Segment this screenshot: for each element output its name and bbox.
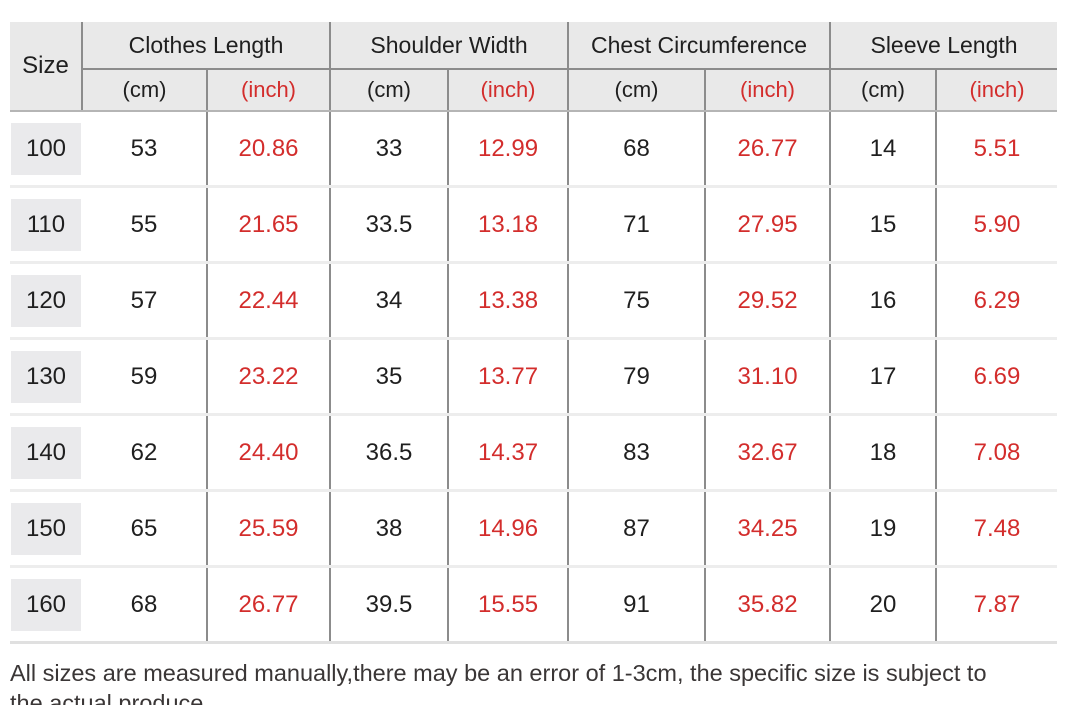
size-cell: 130 (10, 338, 82, 416)
unit-header-row: (cm) (inch) (cm) (inch) (cm) (inch) (cm)… (10, 68, 1058, 112)
size-cell: 140 (10, 414, 82, 492)
table-row-size-110: 110 55 21.65 33.5 13.18 71 27.95 15 5.90 (10, 186, 1058, 264)
size-cell: 160 (10, 566, 82, 644)
sleeve-length-inch: 5.51 (935, 111, 1058, 188)
shoulder-width-inch: 15.55 (447, 566, 569, 644)
chest-circumference-inch: 32.67 (704, 414, 831, 492)
sleeve-length-inch: 6.29 (935, 262, 1058, 340)
table-row-size-150: 150 65 25.59 38 14.96 87 34.25 19 7.48 (10, 490, 1058, 568)
chest-circumference-cm: 87 (567, 490, 706, 568)
size-cell: 110 (10, 186, 82, 264)
clothes-length-cm: 55 (82, 186, 207, 264)
shoulder-width-inch: 14.96 (447, 490, 569, 568)
shoulder-width-cm-unit: (cm) (329, 68, 449, 112)
disclaimer-line-2: the actual produce. (10, 690, 210, 705)
size-badge: 140 (11, 426, 81, 479)
shoulder-width-cm: 36.5 (329, 414, 449, 492)
table-row-size-160: 160 68 26.77 39.5 15.55 91 35.82 20 7.87 (10, 566, 1058, 644)
size-badge: 150 (11, 502, 81, 555)
clothes-length-cm-unit: (cm) (81, 68, 207, 112)
chest-circumference-cm: 91 (567, 566, 706, 644)
sleeve-length-inch: 7.08 (935, 414, 1058, 492)
clothes-length-inch: 20.86 (205, 111, 331, 188)
clothes-length-cm: 65 (82, 490, 207, 568)
chest-circumference-cm: 83 (567, 414, 706, 492)
clothes-length-inch: 23.22 (205, 338, 331, 416)
clothes-length-inch: 21.65 (205, 186, 331, 264)
clothes-length-inch: 26.77 (205, 566, 331, 644)
chest-circumference-inch: 35.82 (704, 566, 831, 644)
disclaimer-line-1: All sizes are measured manually,there ma… (10, 660, 987, 686)
shoulder-width-inch: 12.99 (447, 111, 569, 188)
chest-circumference-cm: 75 (567, 262, 706, 340)
chest-circumference-cm-unit: (cm) (567, 68, 706, 112)
table-row-size-100: 100 53 20.86 33 12.99 68 26.77 14 5.51 (10, 111, 1058, 188)
sleeve-length-cm: 16 (829, 262, 937, 340)
size-cell: 100 (10, 111, 82, 188)
shoulder-width-cm: 33.5 (329, 186, 449, 264)
clothes-length-inch-unit: (inch) (205, 68, 331, 112)
table-row-size-120: 120 57 22.44 34 13.38 75 29.52 16 6.29 (10, 262, 1058, 340)
sleeve-length-cm: 14 (829, 111, 937, 188)
sleeve-length-cm-unit: (cm) (829, 68, 937, 112)
size-column-header: Size (10, 22, 82, 112)
sleeve-length-inch-unit: (inch) (935, 68, 1058, 112)
sleeve-length-header: Sleeve Length (829, 22, 1058, 69)
sleeve-length-cm: 17 (829, 338, 937, 416)
sleeve-length-inch: 7.87 (935, 566, 1058, 644)
chest-circumference-inch: 27.95 (704, 186, 831, 264)
shoulder-width-cm: 33 (329, 111, 449, 188)
shoulder-width-inch: 13.77 (447, 338, 569, 416)
shoulder-width-inch: 13.38 (447, 262, 569, 340)
size-cell: 150 (10, 490, 82, 568)
size-cell: 120 (10, 262, 82, 340)
sleeve-length-inch: 5.90 (935, 186, 1058, 264)
sleeve-length-inch: 6.69 (935, 338, 1058, 416)
chest-circumference-inch: 26.77 (704, 111, 831, 188)
chest-circumference-inch: 31.10 (704, 338, 831, 416)
measurement-disclaimer: All sizes are measured manually,there ma… (10, 658, 1072, 705)
clothes-length-cm: 53 (82, 111, 207, 188)
shoulder-width-inch: 14.37 (447, 414, 569, 492)
clothes-length-inch: 25.59 (205, 490, 331, 568)
shoulder-width-cm: 38 (329, 490, 449, 568)
size-chart-table: Size Clothes Length Shoulder Width Chest… (10, 22, 1058, 644)
table-row-size-130: 130 59 23.22 35 13.77 79 31.10 17 6.69 (10, 338, 1058, 416)
group-header-row: Size Clothes Length Shoulder Width Chest… (10, 22, 1058, 112)
size-badge: 100 (11, 122, 81, 175)
clothes-length-cm: 57 (82, 262, 207, 340)
shoulder-width-cm: 34 (329, 262, 449, 340)
clothes-length-inch: 22.44 (205, 262, 331, 340)
shoulder-width-inch-unit: (inch) (447, 68, 569, 112)
size-badge: 160 (11, 578, 81, 631)
clothes-length-cm: 62 (82, 414, 207, 492)
clothes-length-cm: 68 (82, 566, 207, 644)
sleeve-length-cm: 15 (829, 186, 937, 264)
clothes-length-inch: 24.40 (205, 414, 331, 492)
clothes-length-cm: 59 (82, 338, 207, 416)
shoulder-width-cm: 35 (329, 338, 449, 416)
chest-circumference-cm: 79 (567, 338, 706, 416)
sleeve-length-cm: 18 (829, 414, 937, 492)
chest-circumference-inch-unit: (inch) (704, 68, 831, 112)
size-chart-page: Size Clothes Length Shoulder Width Chest… (0, 22, 1078, 705)
chest-circumference-header: Chest Circumference (567, 22, 831, 69)
size-badge: 120 (11, 274, 81, 327)
sleeve-length-inch: 7.48 (935, 490, 1058, 568)
chest-circumference-inch: 34.25 (704, 490, 831, 568)
sleeve-length-cm: 19 (829, 490, 937, 568)
size-badge: 110 (11, 198, 81, 251)
size-badge: 130 (11, 350, 81, 403)
shoulder-width-header: Shoulder Width (329, 22, 569, 69)
shoulder-width-inch: 13.18 (447, 186, 569, 264)
table-row-size-140: 140 62 24.40 36.5 14.37 83 32.67 18 7.08 (10, 414, 1058, 492)
chest-circumference-cm: 71 (567, 186, 706, 264)
chest-circumference-inch: 29.52 (704, 262, 831, 340)
shoulder-width-cm: 39.5 (329, 566, 449, 644)
chest-circumference-cm: 68 (567, 111, 706, 188)
sleeve-length-cm: 20 (829, 566, 937, 644)
clothes-length-header: Clothes Length (80, 22, 331, 69)
